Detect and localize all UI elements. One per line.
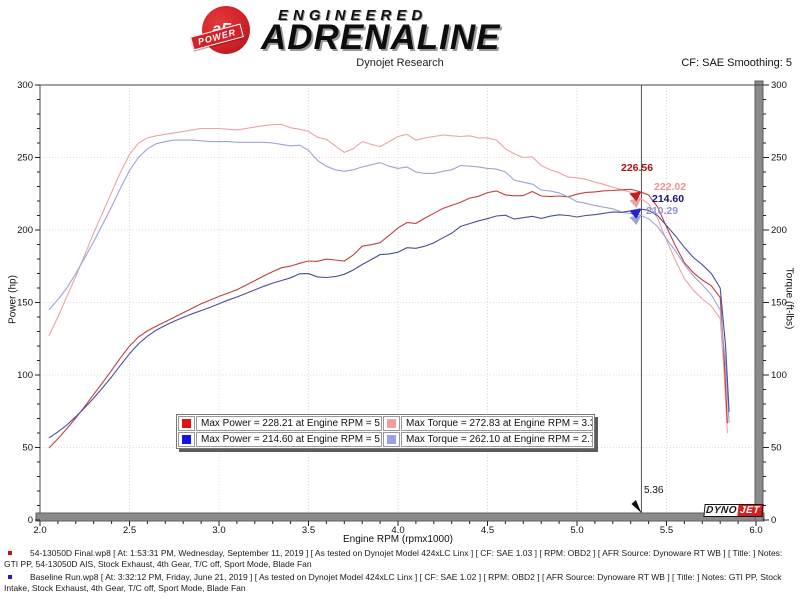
run-description-2: Baseline Run.wp8 [ At: 3:32:12 PM, Frida… bbox=[2, 572, 798, 594]
cursor-arrow bbox=[629, 215, 642, 226]
svg-text:200: 200 bbox=[771, 225, 787, 236]
dyno-software-title: Dynojet Research bbox=[356, 57, 444, 69]
run2-bullet bbox=[8, 575, 12, 579]
run-description-1: 54-13050D Final.wp8 [ At: 1:53:31 PM, We… bbox=[2, 548, 798, 570]
svg-text:150: 150 bbox=[771, 298, 787, 309]
torque-curve bbox=[48, 139, 730, 423]
svg-text:6.0: 6.0 bbox=[749, 525, 762, 536]
svg-text:2.0: 2.0 bbox=[33, 525, 46, 536]
run2-text: Baseline Run.wp8 [ At: 3:32:12 PM, Frida… bbox=[4, 572, 782, 593]
legend-swatch-torque-run2 bbox=[383, 432, 400, 447]
cursor-axis-arrow bbox=[631, 500, 642, 513]
bottom-axis-title: Engine RPM (rpmx1000) bbox=[342, 534, 454, 545]
cursor-value-torque-run2: 210.29 bbox=[646, 205, 679, 217]
engineered-wordmark: ENGINEERED bbox=[278, 7, 428, 24]
svg-text:250: 250 bbox=[771, 153, 787, 164]
power-curve bbox=[48, 188, 728, 449]
svg-text:100: 100 bbox=[17, 370, 33, 381]
svg-text:0: 0 bbox=[771, 515, 776, 526]
swatch-color bbox=[182, 435, 191, 444]
cursor-arrow bbox=[629, 198, 642, 209]
legend-swatch-power-run1 bbox=[178, 416, 195, 431]
legend-entry-max-power-run2: Max Power = 214.60 at Engine RPM = 5.36 bbox=[196, 432, 382, 447]
power-curve bbox=[48, 208, 730, 439]
run1-bullet bbox=[8, 551, 12, 555]
run1-text: 54-13050D Final.wp8 [ At: 1:53:31 PM, We… bbox=[4, 548, 783, 569]
svg-text:200: 200 bbox=[17, 225, 33, 236]
dynojet-watermark-part1: DYNO bbox=[703, 504, 739, 517]
right-axis-title: Torque (ft-lbs) bbox=[783, 267, 795, 330]
legend-swatch-torque-run1 bbox=[383, 416, 400, 431]
cursor-value-power-run2: 214.60 bbox=[652, 193, 685, 205]
svg-text:4.0: 4.0 bbox=[391, 525, 404, 536]
cursor-rpm-label: 5.36 bbox=[643, 485, 665, 496]
svg-text:50: 50 bbox=[22, 443, 33, 454]
legend-entry-max-torque-run1: Max Torque = 272.83 at Engine RPM = 3.33 bbox=[401, 416, 593, 431]
svg-text:5.0: 5.0 bbox=[570, 525, 583, 536]
swatch-color bbox=[387, 419, 396, 428]
cursor-value-power-run1: 226.56 bbox=[621, 162, 654, 174]
svg-text:150: 150 bbox=[17, 298, 33, 309]
svg-text:4.5: 4.5 bbox=[481, 525, 494, 536]
legend-entry-max-torque-run2: Max Torque = 262.10 at Engine RPM = 2.77 bbox=[401, 432, 593, 447]
svg-text:5.5: 5.5 bbox=[660, 525, 673, 536]
legend-swatch-power-run2 bbox=[178, 432, 195, 447]
max-values-legend: Max Power = 228.21 at Engine RPM = 5.31 … bbox=[176, 414, 595, 449]
svg-text:300: 300 bbox=[17, 80, 33, 91]
cursor-arrow bbox=[629, 191, 642, 202]
svg-text:3.0: 3.0 bbox=[212, 525, 225, 536]
svg-text:300: 300 bbox=[771, 80, 787, 91]
dynojet-watermark: DYNO JET bbox=[703, 504, 764, 517]
svg-text:50: 50 bbox=[771, 443, 782, 454]
adrenaline-wordmark: ADRENALINE bbox=[261, 18, 501, 57]
svg-text:250: 250 bbox=[17, 153, 33, 164]
svg-text:0: 0 bbox=[28, 515, 33, 526]
run-descriptions: 54-13050D Final.wp8 [ At: 1:53:31 PM, We… bbox=[2, 548, 798, 596]
cursor-arrow bbox=[629, 208, 642, 219]
svg-text:100: 100 bbox=[771, 370, 787, 381]
registered-mark: ® bbox=[242, 8, 247, 14]
dynojet-watermark-part2: JET bbox=[737, 504, 764, 517]
swatch-color bbox=[182, 419, 191, 428]
svg-text:3.5: 3.5 bbox=[302, 525, 315, 536]
afe-engineered-adrenaline-logo: aFe ® POWER ENGINEERED ADRENALINE bbox=[185, 3, 605, 58]
legend-entry-max-power-run1: Max Power = 228.21 at Engine RPM = 5.31 bbox=[196, 416, 382, 431]
cursor-value-torque-run1: 222.02 bbox=[654, 181, 687, 193]
smoothing-setting-label: CF: SAE Smoothing: 5 bbox=[681, 57, 792, 69]
left-axis-title: Power (hp) bbox=[7, 275, 19, 324]
svg-text:2.5: 2.5 bbox=[123, 525, 136, 536]
swatch-color bbox=[387, 435, 396, 444]
